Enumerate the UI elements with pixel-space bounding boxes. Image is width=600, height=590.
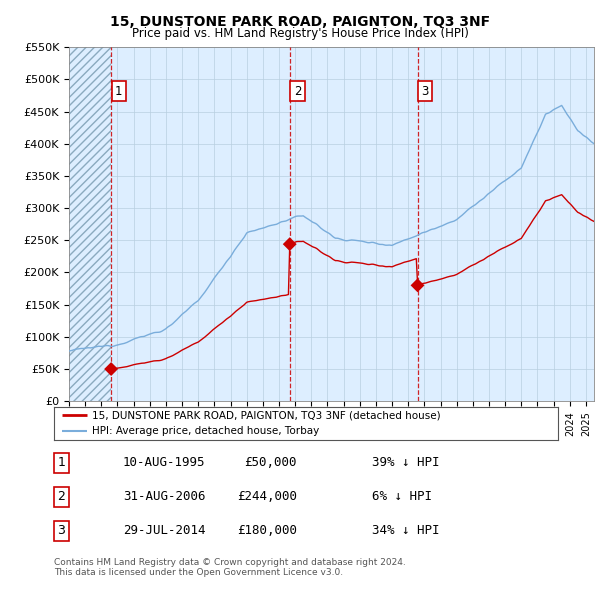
Bar (69, 47, 111, 401)
Text: Contains HM Land Registry data © Crown copyright and database right 2024.
This d: Contains HM Land Registry data © Crown c… (54, 558, 406, 577)
Text: £244,000: £244,000 (237, 490, 297, 503)
Text: 29-JUL-2014: 29-JUL-2014 (123, 525, 205, 537)
Text: 34% ↓ HPI: 34% ↓ HPI (372, 525, 439, 537)
Text: 10-AUG-1995: 10-AUG-1995 (123, 456, 205, 469)
Text: Price paid vs. HM Land Registry's House Price Index (HPI): Price paid vs. HM Land Registry's House … (131, 27, 469, 40)
Text: 15, DUNSTONE PARK ROAD, PAIGNTON, TQ3 3NF: 15, DUNSTONE PARK ROAD, PAIGNTON, TQ3 3N… (110, 15, 490, 29)
Text: 31-AUG-2006: 31-AUG-2006 (123, 490, 205, 503)
Text: 3: 3 (57, 525, 65, 537)
Text: 2: 2 (57, 490, 65, 503)
Text: 1: 1 (115, 85, 122, 98)
Text: £50,000: £50,000 (245, 456, 297, 469)
Text: HPI: Average price, detached house, Torbay: HPI: Average price, detached house, Torb… (92, 427, 319, 437)
Text: 15, DUNSTONE PARK ROAD, PAIGNTON, TQ3 3NF (detached house): 15, DUNSTONE PARK ROAD, PAIGNTON, TQ3 3N… (92, 410, 440, 420)
Text: 39% ↓ HPI: 39% ↓ HPI (372, 456, 439, 469)
Text: 6% ↓ HPI: 6% ↓ HPI (372, 490, 432, 503)
Text: 3: 3 (422, 85, 429, 98)
Text: £180,000: £180,000 (237, 525, 297, 537)
Point (413, 281, 422, 290)
Point (285, 240, 295, 249)
Text: 1: 1 (57, 456, 65, 469)
Text: 2: 2 (294, 85, 301, 98)
Point (106, 364, 116, 373)
